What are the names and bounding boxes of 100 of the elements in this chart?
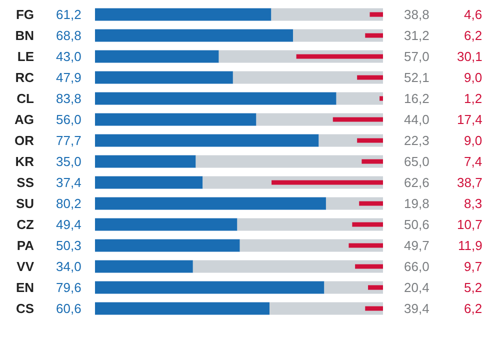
- bar: [95, 239, 240, 252]
- y-tick-label: VV: [16, 259, 34, 274]
- y-tick-label: SS: [16, 175, 34, 190]
- y-tick-label: KR: [15, 154, 35, 170]
- data-label: 52,1: [404, 70, 430, 85]
- data-label: 43,0: [56, 49, 82, 64]
- data-label: 38,8: [404, 7, 430, 22]
- data-label: 16,2: [404, 91, 430, 106]
- bar: [95, 71, 233, 84]
- bar: [95, 134, 319, 147]
- y-tick-label: RC: [15, 70, 35, 86]
- data-label: 31,2: [404, 28, 430, 43]
- data-label: 37,4: [56, 175, 82, 190]
- bar: [196, 155, 383, 168]
- bar: [95, 218, 238, 231]
- bar: [271, 8, 383, 21]
- data-label: 9,7: [464, 259, 482, 274]
- bar: [357, 75, 383, 80]
- data-label: 11,9: [458, 238, 482, 253]
- y-tick-label: AG: [14, 112, 34, 128]
- data-label: 66,0: [404, 259, 430, 274]
- bar: [95, 155, 196, 168]
- data-label: 5,2: [464, 280, 482, 295]
- data-label: 44,0: [404, 112, 430, 127]
- y-tick-label: OR: [14, 133, 35, 148]
- bar: [365, 306, 383, 311]
- y-tick-label: SU: [16, 196, 34, 212]
- data-label: 7,4: [464, 154, 482, 169]
- data-label: 77,7: [56, 133, 82, 148]
- bar: [359, 201, 383, 206]
- bar: [270, 302, 383, 315]
- bar: [237, 218, 383, 231]
- bar: [365, 33, 383, 38]
- bar: [336, 92, 383, 105]
- y-tick-label: CZ: [16, 217, 34, 232]
- bar: [95, 113, 256, 126]
- bar: [95, 92, 336, 105]
- data-label: 9,0: [464, 133, 482, 148]
- data-label: 9,0: [464, 70, 482, 85]
- data-label: 50,3: [56, 238, 82, 253]
- bar: [368, 285, 383, 290]
- bar: [95, 50, 219, 63]
- data-label: 22,3: [404, 133, 430, 148]
- data-label: 1,2: [464, 91, 482, 106]
- data-label: 8,3: [464, 196, 482, 211]
- bar: [240, 239, 383, 252]
- data-label: 60,6: [56, 301, 82, 316]
- data-label: 4,6: [464, 7, 482, 22]
- y-tick-label: FG: [16, 7, 34, 22]
- data-label: 68,8: [56, 28, 82, 43]
- data-label: 17,4: [457, 112, 482, 127]
- data-label: 80,2: [56, 196, 82, 211]
- bar: [370, 12, 383, 17]
- data-label: 34,0: [56, 259, 82, 274]
- data-label: 35,0: [56, 154, 82, 169]
- bar: [95, 197, 326, 210]
- y-tick-label: EN: [16, 280, 34, 296]
- data-label: 19,8: [404, 196, 430, 211]
- bar: [355, 264, 383, 269]
- bar: [296, 54, 383, 59]
- data-label: 6,2: [464, 301, 482, 316]
- data-label: 65,0: [404, 154, 430, 169]
- bar: [192, 260, 383, 273]
- bar: [95, 302, 270, 315]
- bar: [352, 222, 383, 227]
- y-tick-label: CL: [16, 91, 34, 106]
- data-label: 61,2: [56, 7, 82, 22]
- data-label: 56,0: [56, 112, 82, 127]
- bar: [348, 243, 383, 248]
- data-label: 20,4: [404, 280, 430, 295]
- bar: [357, 138, 383, 143]
- data-label: 30,1: [457, 49, 482, 64]
- y-tick-label: BN: [15, 28, 34, 44]
- data-label: 6,2: [464, 28, 482, 43]
- bar: [293, 29, 383, 42]
- data-label: 79,6: [56, 280, 82, 295]
- y-tick-label: CS: [16, 301, 34, 316]
- bar: [95, 260, 193, 273]
- bar: [272, 180, 383, 185]
- bar: [95, 281, 324, 294]
- data-label: 50,6: [404, 217, 430, 232]
- y-tick-label: PA: [16, 238, 35, 254]
- bar: [380, 96, 383, 101]
- bar: [232, 71, 383, 84]
- data-label: 10,7: [457, 217, 482, 232]
- data-label: 49,7: [404, 238, 430, 253]
- bar: [95, 8, 272, 21]
- data-label: 38,7: [457, 175, 482, 190]
- bar: [332, 117, 383, 122]
- bar: [324, 281, 383, 294]
- data-label: 49,4: [56, 217, 82, 232]
- bar: [95, 29, 294, 42]
- bar: [362, 159, 383, 164]
- data-label: 83,8: [56, 91, 82, 106]
- data-label: 62,6: [404, 175, 430, 190]
- data-label: 39,4: [404, 301, 430, 316]
- y-tick-label: LE: [17, 49, 34, 64]
- data-label: 47,9: [56, 70, 82, 85]
- bar: [95, 176, 203, 189]
- data-label: 57,0: [404, 49, 430, 64]
